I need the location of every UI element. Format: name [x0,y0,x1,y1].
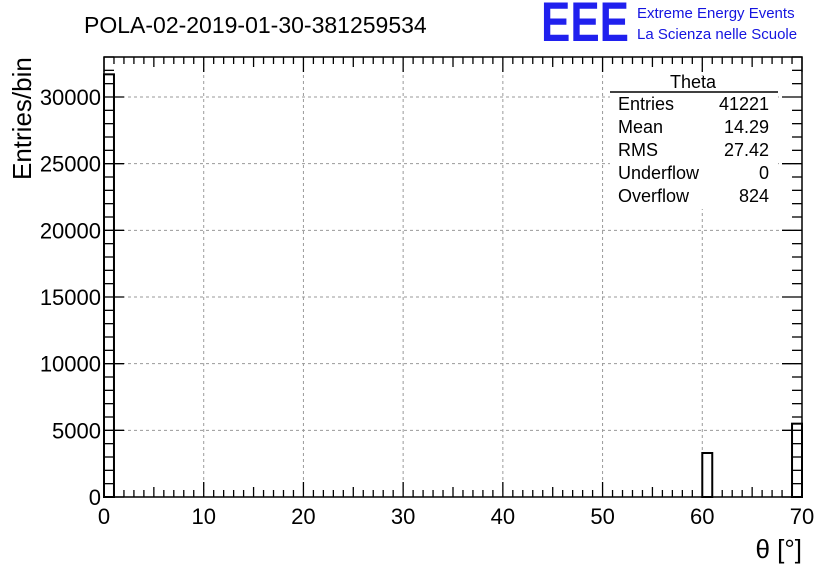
grid [104,57,802,497]
y-tick-label: 5000 [52,418,101,443]
x-tick-label: 20 [291,504,315,529]
stats-rows: Entries 41221 Mean 14.29 RMS 27.42 Underflow 0 O… [618,94,769,206]
stats-row-value: 0 [759,163,769,183]
stats-box: Theta Entries 41221 Mean 14.29 RMS 27.42 Under… [610,72,778,209]
x-tick-label: 60 [690,504,714,529]
histogram-bin [103,73,115,498]
y-axis-title: Entries/bin [7,57,37,180]
x-axis-title: θ [°] [755,534,802,564]
stats-row-value: 41221 [719,94,769,114]
stats-box-name: Theta [670,72,717,92]
histogram-bin [701,452,714,498]
x-tick-label: 40 [491,504,515,529]
stats-row-label: Mean [618,117,663,137]
y-tick-labels: 0 5000 10000 15000 20000 25000 30000 [40,85,101,510]
x-tick-label: 50 [590,504,614,529]
y-tick-label: 25000 [40,152,101,177]
stats-box-background [610,76,778,209]
stats-row-label: Underflow [618,163,700,183]
logo-mark: EEE [541,0,629,53]
x-tick-labels: 0 10 20 30 40 50 60 70 [98,504,814,529]
y-tick-label: 10000 [40,352,101,377]
stats-row-label: Entries [618,94,674,114]
logo-line-1: Extreme Energy Events [637,5,795,22]
eee-logo: EEE Extreme Energy Events La Scienza nel… [541,0,797,53]
x-tick-label: 70 [790,504,814,529]
y-tick-label: 20000 [40,218,101,243]
y-tick-label: 30000 [40,85,101,110]
histogram-bin [791,422,803,498]
x-tick-label: 10 [191,504,215,529]
chart-title: POLA-02-2019-01-30-381259534 [84,12,427,38]
y-tick-label: 0 [89,485,101,510]
x-tick-label: 30 [391,504,415,529]
y-tick-label: 15000 [40,285,101,310]
axes [103,56,803,498]
stats-row-value: 14.29 [724,117,769,137]
logo-line-2: La Scienza nelle Scuole [637,26,797,43]
x-tick-label: 0 [98,504,110,529]
stats-row-label: RMS [618,140,658,160]
stats-row-value: 27.42 [724,140,769,160]
stats-row-label: Overflow [618,186,690,206]
stats-row-value: 824 [739,186,769,206]
